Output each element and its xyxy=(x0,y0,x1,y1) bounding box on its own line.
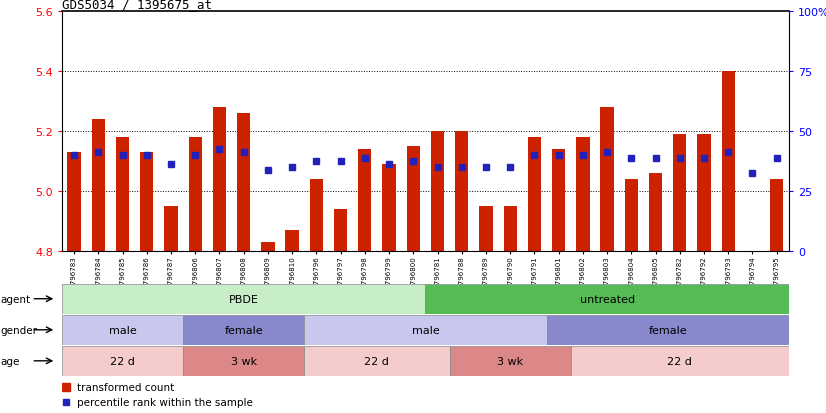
Bar xyxy=(547,315,789,345)
Bar xyxy=(504,206,517,251)
Bar xyxy=(62,284,425,314)
Bar xyxy=(140,153,154,251)
Text: untreated: untreated xyxy=(580,294,634,304)
Bar xyxy=(358,150,372,251)
Bar xyxy=(455,132,468,251)
Text: 22 d: 22 d xyxy=(667,356,692,366)
Bar xyxy=(304,315,547,345)
Bar xyxy=(382,164,396,251)
Bar xyxy=(92,120,105,251)
Bar xyxy=(164,206,178,251)
Bar xyxy=(237,114,250,251)
Text: 22 d: 22 d xyxy=(110,356,135,366)
Bar xyxy=(183,315,304,345)
Bar xyxy=(479,206,492,251)
Bar xyxy=(116,138,129,251)
Text: 22 d: 22 d xyxy=(364,356,389,366)
Text: 3 wk: 3 wk xyxy=(497,356,523,366)
Text: age: age xyxy=(1,356,20,366)
Bar xyxy=(431,132,444,251)
Bar xyxy=(697,135,710,251)
Bar xyxy=(304,346,449,376)
Bar xyxy=(286,230,299,251)
Bar xyxy=(624,180,638,251)
Bar xyxy=(183,346,304,376)
Bar xyxy=(213,108,226,251)
Bar xyxy=(68,153,81,251)
Text: PBDE: PBDE xyxy=(229,294,259,304)
Text: 3 wk: 3 wk xyxy=(230,356,257,366)
Text: gender: gender xyxy=(1,325,38,335)
Text: female: female xyxy=(225,325,263,335)
Bar xyxy=(425,284,789,314)
Bar xyxy=(188,138,202,251)
Text: male: male xyxy=(411,325,439,335)
Bar xyxy=(649,173,662,251)
Bar xyxy=(770,180,783,251)
Text: GDS5034 / 1395675_at: GDS5034 / 1395675_at xyxy=(62,0,212,11)
Bar xyxy=(261,242,274,251)
Bar xyxy=(577,138,590,251)
Bar xyxy=(722,72,735,251)
Text: male: male xyxy=(109,325,136,335)
Text: female: female xyxy=(648,325,687,335)
Bar xyxy=(601,108,614,251)
Text: agent: agent xyxy=(1,294,31,304)
Bar xyxy=(62,315,183,345)
Bar xyxy=(62,346,183,376)
Bar xyxy=(406,147,420,251)
Bar xyxy=(571,346,789,376)
Text: percentile rank within the sample: percentile rank within the sample xyxy=(77,397,253,407)
Bar xyxy=(334,209,347,251)
Bar xyxy=(552,150,565,251)
Bar xyxy=(310,180,323,251)
Bar xyxy=(449,346,571,376)
Bar xyxy=(673,135,686,251)
Bar xyxy=(528,138,541,251)
Text: transformed count: transformed count xyxy=(77,382,174,392)
